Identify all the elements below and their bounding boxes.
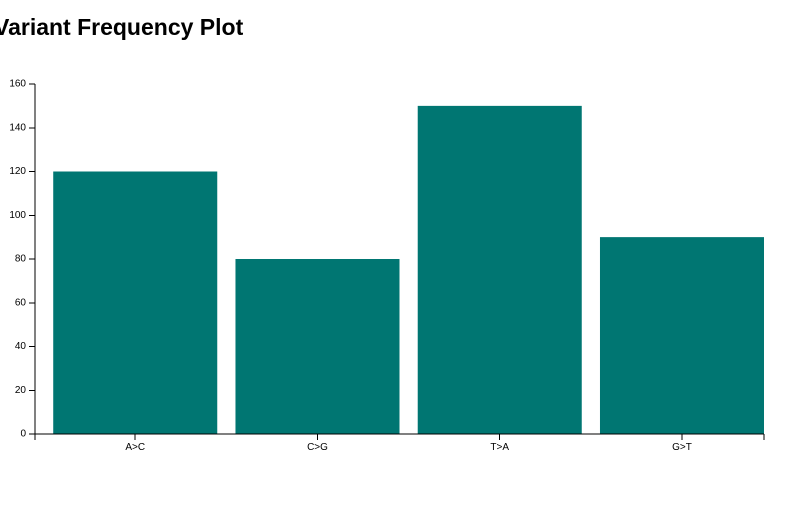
y-tick-label: 100 (9, 210, 26, 221)
y-tick-label: 20 (15, 385, 27, 396)
x-tick-label: G>T (672, 442, 692, 453)
x-tick-label: T>A (490, 442, 509, 453)
bar-1 (235, 259, 400, 434)
x-tick-label: A>C (125, 442, 145, 453)
y-tick-label: 0 (20, 429, 26, 440)
x-tick-label: C>G (307, 442, 328, 453)
y-tick-label: 80 (15, 254, 27, 265)
y-tick-label: 40 (15, 341, 27, 352)
bars-group (53, 105, 764, 434)
y-tick-label: 120 (9, 166, 26, 177)
bar-2 (417, 105, 582, 434)
bar-3 (599, 237, 764, 434)
y-tick-label: 140 (9, 122, 26, 133)
y-axis: 0 20 40 60 80 100 120 140 160 (9, 79, 36, 440)
y-tick-label: 160 (9, 79, 26, 90)
bar-0 (53, 171, 218, 434)
chart-title: Variant Frequency Plot (0, 14, 244, 40)
x-axis: A>C C>G T>A G>T (34, 433, 765, 453)
y-tick-label: 60 (15, 297, 27, 308)
